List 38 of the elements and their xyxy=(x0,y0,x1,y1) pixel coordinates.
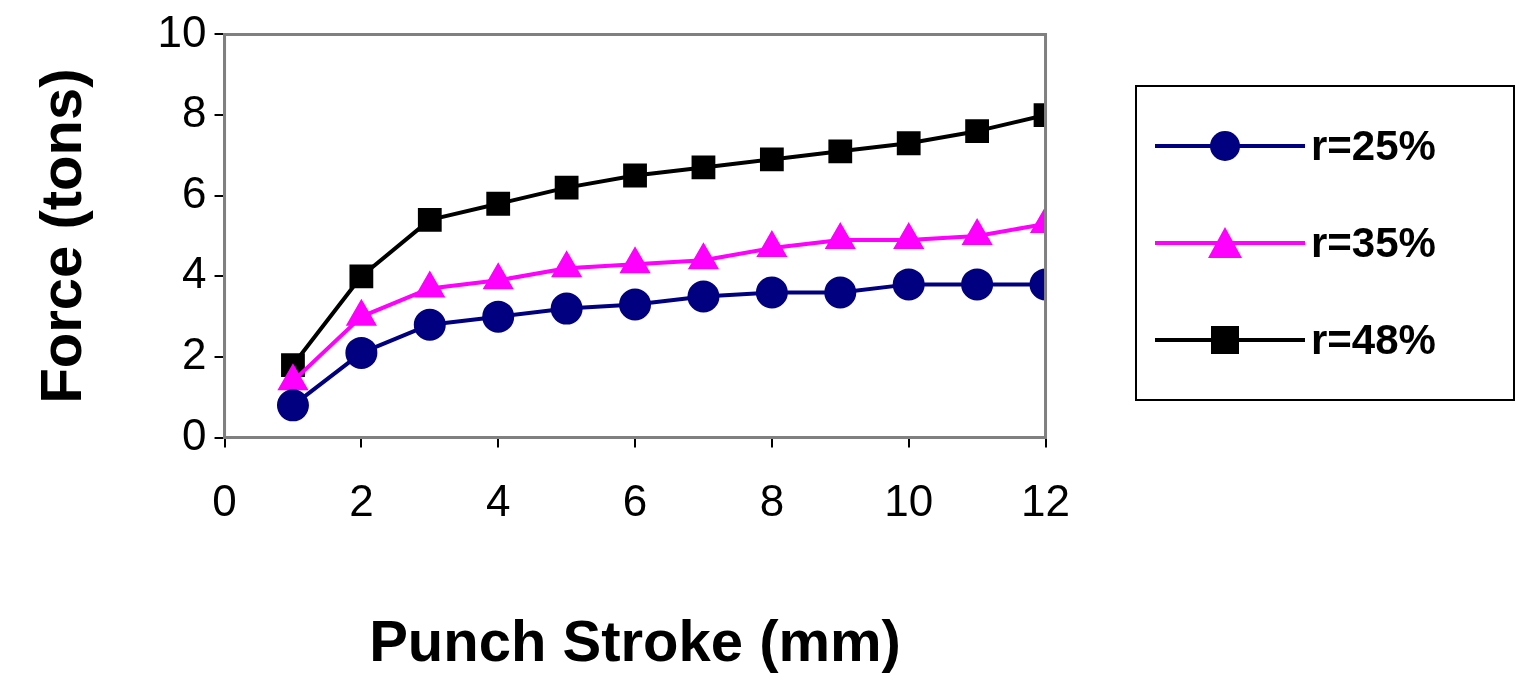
point xyxy=(755,276,788,309)
point xyxy=(486,191,511,216)
x-tick-label: 12 xyxy=(1021,476,1071,526)
y-tick-label: 6 xyxy=(182,167,207,217)
x-tick-label: 4 xyxy=(485,476,511,526)
point xyxy=(550,292,583,325)
y-axis-title: Force (tons) xyxy=(27,68,93,404)
y-tick-label: 4 xyxy=(182,248,207,298)
legend-label: r=25% xyxy=(1311,121,1436,170)
y-tick-label: 10 xyxy=(157,6,207,56)
point xyxy=(961,268,994,301)
point xyxy=(413,308,446,341)
point xyxy=(759,147,784,172)
point xyxy=(892,268,925,301)
x-tick-label: 6 xyxy=(622,476,648,526)
y-tick-label: 2 xyxy=(182,329,207,379)
legend-label: r=35% xyxy=(1311,218,1436,267)
x-axis-title: Punch Stroke (mm) xyxy=(369,608,901,674)
x-tick-label: 2 xyxy=(349,476,374,526)
point xyxy=(828,139,853,164)
y-tick-label: 8 xyxy=(182,87,207,137)
point xyxy=(896,131,921,156)
point xyxy=(482,300,515,333)
point xyxy=(345,336,378,369)
point xyxy=(619,288,652,321)
x-tick-label: 8 xyxy=(759,476,785,526)
point xyxy=(687,280,720,313)
point xyxy=(554,175,579,200)
point xyxy=(691,155,716,180)
point xyxy=(824,276,857,309)
legend-label: r=48% xyxy=(1311,316,1436,365)
point xyxy=(965,119,990,144)
point xyxy=(623,163,647,188)
point xyxy=(349,264,374,289)
point xyxy=(276,389,309,422)
y-tick-label: 0 xyxy=(182,409,207,459)
x-tick-label: 10 xyxy=(884,476,934,526)
point xyxy=(417,207,442,232)
